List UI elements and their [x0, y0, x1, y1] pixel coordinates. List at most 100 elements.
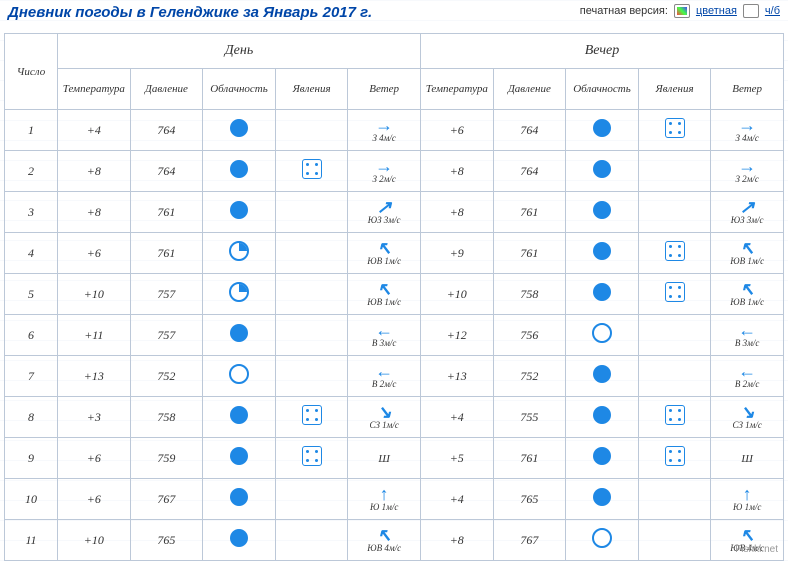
- cell-cloud-d: [203, 192, 276, 233]
- wind-cell: ↖ЮВ 1м/с: [350, 239, 418, 267]
- cell-temp-d: +6: [58, 233, 131, 274]
- cell-num: 5: [5, 274, 58, 315]
- cell-phenom-d: [275, 397, 348, 438]
- cell-phenom-e: [638, 110, 711, 151]
- wind-arrow-icon: ←: [350, 362, 418, 380]
- cell-temp-e: +5: [420, 438, 493, 479]
- col-temp-e: Температура: [420, 69, 493, 110]
- cell-temp-d: +4: [58, 110, 131, 151]
- cell-wind-e: →З 4м/с: [711, 110, 784, 151]
- wind-label: ЮВ 1м/с: [713, 298, 781, 308]
- cloud-full-icon: [230, 119, 248, 137]
- cloud-full-icon: [230, 447, 248, 465]
- cell-cloud-e: [566, 110, 639, 151]
- cell-phenom-d: [275, 274, 348, 315]
- print-bw-link[interactable]: ч/б: [765, 5, 780, 17]
- cell-wind-e: ↗ЮЗ 3м/с: [711, 192, 784, 233]
- cell-press-e: 765: [493, 479, 566, 520]
- wind-arrow-icon: →: [350, 116, 418, 134]
- cell-temp-e: +13: [420, 356, 493, 397]
- cell-press-d: 767: [130, 479, 203, 520]
- col-cloud-e: Облачность: [566, 69, 639, 110]
- cell-press-d: 761: [130, 192, 203, 233]
- wind-arrow-icon: →: [350, 157, 418, 175]
- cell-temp-e: +10: [420, 274, 493, 315]
- col-eve: Вечер: [420, 34, 783, 69]
- cell-press-d: 765: [130, 520, 203, 561]
- wind-cell: →З 2м/с: [713, 157, 781, 185]
- wind-arrow-icon: ↘: [713, 403, 781, 421]
- phenom-dots-icon: [665, 405, 685, 425]
- wind-label: ЮЗ 3м/с: [350, 216, 418, 226]
- table-row: 9+6759Ш+5761Ш: [5, 438, 784, 479]
- cloud-full-icon: [593, 283, 611, 301]
- table-row: 6+11757←В 3м/с+12756←В 3м/с: [5, 315, 784, 356]
- wind-arrow-icon: ↗: [713, 198, 781, 216]
- wind-cell: ↘СЗ 1м/с: [713, 403, 781, 431]
- cell-phenom-d: [275, 233, 348, 274]
- wind-label: СЗ 1м/с: [713, 421, 781, 431]
- printer-color-icon: [674, 4, 690, 18]
- wind-arrow-icon: ↗: [350, 198, 418, 216]
- cell-phenom-d: [275, 192, 348, 233]
- wind-label: З 2м/с: [350, 175, 418, 185]
- cell-cloud-d: [203, 110, 276, 151]
- cell-cloud-d: [203, 520, 276, 561]
- cell-wind-d: ←В 2м/с: [348, 356, 421, 397]
- cell-temp-e: +4: [420, 479, 493, 520]
- wind-label: З 4м/с: [713, 134, 781, 144]
- col-num: Число: [5, 34, 58, 110]
- cell-phenom-d: [275, 356, 348, 397]
- cell-cloud-e: [566, 520, 639, 561]
- cell-cloud-d: [203, 356, 276, 397]
- cell-press-d: 757: [130, 315, 203, 356]
- cloud-full-icon: [593, 447, 611, 465]
- cell-press-d: 764: [130, 151, 203, 192]
- cell-num: 4: [5, 233, 58, 274]
- wind-label: З 2м/с: [713, 175, 781, 185]
- cell-phenom-d: [275, 520, 348, 561]
- cloud-full-icon: [593, 242, 611, 260]
- phenom-dots-icon: [665, 118, 685, 138]
- cell-press-d: 758: [130, 397, 203, 438]
- wind-cell: ↖ЮВ 1м/с: [350, 280, 418, 308]
- col-cloud-d: Облачность: [203, 69, 276, 110]
- cell-phenom-d: [275, 110, 348, 151]
- cloud-full-icon: [593, 488, 611, 506]
- cell-num: 11: [5, 520, 58, 561]
- cell-temp-d: +13: [58, 356, 131, 397]
- wind-arrow-icon: ↖: [350, 526, 418, 544]
- wind-cell: ↖ЮВ 1м/с: [713, 280, 781, 308]
- cloud-full-icon: [593, 201, 611, 219]
- cell-phenom-e: [638, 356, 711, 397]
- cloud-empty-icon: [229, 364, 249, 384]
- print-color-link[interactable]: цветная: [696, 5, 737, 17]
- wind-cell: ↑Ю 1м/с: [350, 485, 418, 513]
- cell-wind-d: ↖ЮВ 1м/с: [348, 233, 421, 274]
- col-wind-e: Ветер: [711, 69, 784, 110]
- cell-phenom-e: [638, 151, 711, 192]
- phenom-dots-icon: [302, 446, 322, 466]
- cell-cloud-e: [566, 151, 639, 192]
- cell-cloud-e: [566, 356, 639, 397]
- wind-cell: ↖ЮВ 1м/с: [713, 239, 781, 267]
- print-version: печатная версия: цветная ч/б: [580, 4, 780, 18]
- wind-label: СЗ 1м/с: [350, 421, 418, 431]
- cell-wind-d: ↖ЮВ 4м/с: [348, 520, 421, 561]
- cell-cloud-d: [203, 479, 276, 520]
- cell-press-d: 757: [130, 274, 203, 315]
- wind-arrow-icon: ↖: [713, 526, 781, 544]
- cell-wind-e: ↖ЮВ 1м/с: [711, 233, 784, 274]
- cell-cloud-e: [566, 397, 639, 438]
- cell-wind-e: ↑Ю 1м/с: [711, 479, 784, 520]
- cell-num: 8: [5, 397, 58, 438]
- cell-temp-e: +6: [420, 110, 493, 151]
- wind-arrow-icon: ←: [713, 321, 781, 339]
- wind-label: ЮВ 1м/с: [350, 298, 418, 308]
- cloud-full-icon: [230, 201, 248, 219]
- cell-temp-e: +8: [420, 192, 493, 233]
- cell-num: 9: [5, 438, 58, 479]
- col-phenom-d: Явления: [275, 69, 348, 110]
- cloud-full-icon: [593, 365, 611, 383]
- phenom-dots-icon: [302, 405, 322, 425]
